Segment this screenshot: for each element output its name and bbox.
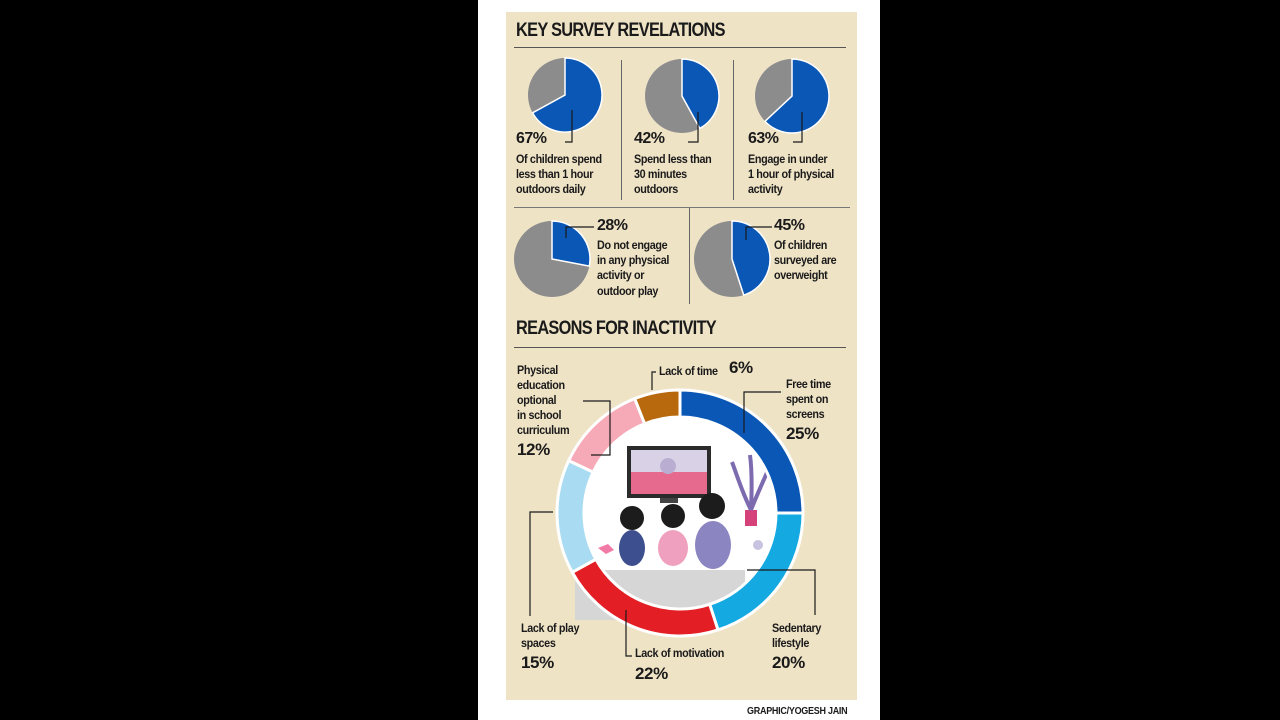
label-line: spent on <box>786 392 829 406</box>
caption-line: Engage in under <box>748 152 828 166</box>
child-2-body <box>658 530 688 566</box>
label-line: screens <box>786 407 825 421</box>
stat-2-percent: 42% <box>634 130 665 147</box>
caption-line: overweight <box>774 268 828 283</box>
graphic-credit: GRAPHIC/YOGESH JAIN <box>747 706 848 717</box>
label-line: spaces <box>521 636 556 650</box>
stat-2-caption: Spend less than 30 minutes outdoors <box>634 152 712 198</box>
caption-line: Of children <box>774 238 828 252</box>
tv-screen-content <box>631 472 707 494</box>
label-line: education <box>517 378 565 392</box>
divider-1 <box>621 60 622 200</box>
caption-line: 1 hour of physical <box>748 167 834 182</box>
label-line: Lack of motivation <box>635 646 724 660</box>
ball <box>753 540 763 550</box>
pie-4-slice <box>551 220 591 267</box>
child-1-head <box>620 506 644 530</box>
donut-leader-3 <box>625 610 632 657</box>
label-line: curriculum <box>517 423 570 437</box>
survey-heading-rule <box>514 47 846 48</box>
reasons-heading-rule <box>514 347 846 348</box>
caption-line: activity or <box>597 268 645 283</box>
value-lack-of-time: 6% <box>729 358 753 377</box>
label-line: optional <box>517 393 557 407</box>
caption-line: outdoor play <box>597 283 659 298</box>
pie-1-leader <box>565 110 573 143</box>
caption-line: Spend less than <box>634 152 712 166</box>
value-pe-optional: 12% <box>517 440 550 459</box>
label-motivation: Lack of motivation <box>635 646 724 661</box>
plant-pot <box>745 510 757 526</box>
tv-cartoon <box>660 458 676 474</box>
value-screens: 25% <box>786 424 819 443</box>
value-play-spaces: 15% <box>521 653 554 672</box>
stat-5-percent: 45% <box>774 217 805 234</box>
pie-2-slice <box>681 58 720 130</box>
child-2-head <box>661 504 685 528</box>
tv-stand <box>660 498 678 503</box>
survey-heading: KEY SURVEY REVELATIONS <box>516 20 726 41</box>
label-play-spaces: Lack of play spaces <box>521 621 579 651</box>
divider-3 <box>689 208 690 304</box>
caption-line: less than 1 hour <box>516 167 594 182</box>
pie-3-leader <box>793 112 803 143</box>
label-pe-optional: Physical education optional in school cu… <box>517 363 570 438</box>
label-line: Sedentary <box>772 621 821 635</box>
donut-leader-6 <box>651 371 656 390</box>
donut-leader-2 <box>747 569 816 615</box>
caption-line: 30 minutes <box>634 167 687 182</box>
child-3-head <box>699 493 725 519</box>
donut-leader-4 <box>529 511 553 616</box>
stat-3-caption: Engage in under 1 hour of physical activ… <box>748 152 834 198</box>
label-line: in school <box>517 408 562 422</box>
reasons-heading: REASONS FOR INACTIVITY <box>516 318 717 339</box>
pie-2-leader <box>688 112 699 143</box>
toy <box>598 544 614 554</box>
label-line: lifestyle <box>772 636 809 650</box>
pie-5-slice <box>731 220 771 297</box>
child-1-body <box>619 530 645 566</box>
label-lack-of-time: Lack of time <box>659 364 718 378</box>
pie-4-leader <box>565 226 594 238</box>
stat-1-percent: 67% <box>516 130 547 147</box>
value-sedentary: 20% <box>772 653 805 672</box>
stat-4-percent: 28% <box>597 217 628 234</box>
donut-leader-5 <box>583 400 611 456</box>
donut-slice-6 <box>632 388 682 426</box>
pie-3-slice <box>763 58 830 134</box>
label-line: Lack of play <box>521 621 580 635</box>
stat-4-caption: Do not engage in any physical activity o… <box>597 238 669 299</box>
child-3-body <box>695 521 731 569</box>
caption-line: outdoors daily <box>516 182 586 197</box>
label-line: Free time <box>786 377 831 391</box>
stat-5-caption: Of children surveyed are overweight <box>774 238 837 284</box>
caption-line: surveyed are <box>774 253 837 268</box>
stat-3-percent: 63% <box>748 130 779 147</box>
donut-leader-1 <box>743 391 781 433</box>
caption-line: Do not engage <box>597 238 668 252</box>
divider-2 <box>733 60 734 200</box>
caption-line: in any physical <box>597 253 670 268</box>
stat-1-caption: Of children spend less than 1 hour outdo… <box>516 152 602 198</box>
pie-1-slice <box>531 57 603 133</box>
caption-line: outdoors <box>634 182 678 197</box>
row-divider <box>514 207 850 208</box>
pie-5-leader <box>745 226 772 240</box>
value-motivation: 22% <box>635 664 668 683</box>
caption-line: Of children spend <box>516 152 602 166</box>
caption-line: activity <box>748 182 783 197</box>
label-screens: Free time spent on screens <box>786 377 831 422</box>
label-line: Physical <box>517 363 558 377</box>
label-sedentary: Sedentary lifestyle <box>772 621 821 651</box>
